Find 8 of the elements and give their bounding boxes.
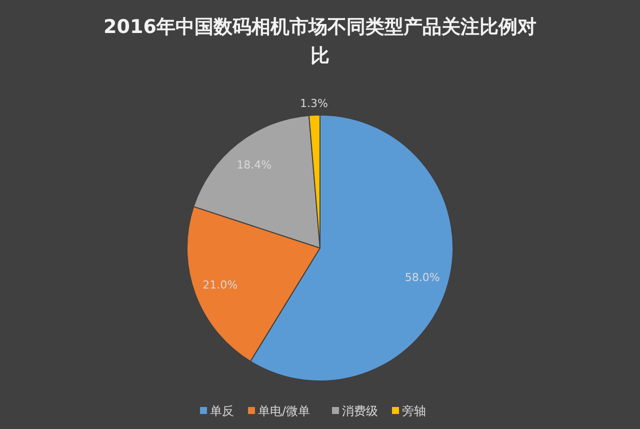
legend-label: 单反 xyxy=(210,404,234,418)
chart-title: 2016年中国数码相机市场不同类型产品关注比例对比 xyxy=(104,16,536,67)
legend-label: 单电/微单 xyxy=(258,404,310,418)
legend-label: 消费级 xyxy=(342,404,378,418)
data-label: 21.0% xyxy=(202,278,238,292)
data-label: 58.0% xyxy=(404,270,440,284)
data-label: 1.3% xyxy=(300,96,328,110)
legend-label: 旁轴 xyxy=(402,404,426,418)
